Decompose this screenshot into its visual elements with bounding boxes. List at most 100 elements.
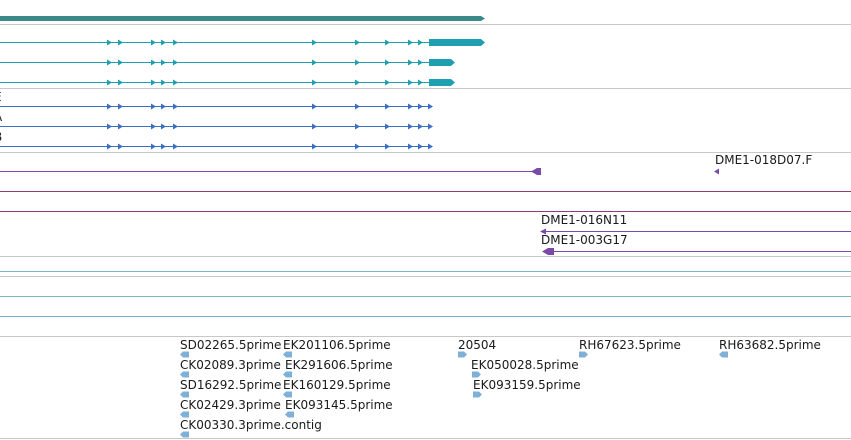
transcript-blue-1-exon[interactable] <box>118 123 123 130</box>
est-label[interactable]: EK291606.5prime <box>285 358 393 372</box>
clone-end-marker[interactable] <box>531 168 541 175</box>
est-glyph[interactable] <box>180 431 189 438</box>
transcript-2-exon[interactable] <box>161 59 166 66</box>
gene-span-bar[interactable] <box>0 16 485 21</box>
transcript-1-exon[interactable] <box>118 39 123 46</box>
transcript-3-exon[interactable] <box>312 79 317 86</box>
transcript-blue-2-exon[interactable] <box>107 143 112 150</box>
transcript-exon[interactable] <box>428 123 433 130</box>
est-label[interactable]: CK02089.3prime <box>180 358 281 372</box>
est-label[interactable]: SD16292.5prime <box>180 378 282 392</box>
transcript-2-exon[interactable] <box>385 59 390 66</box>
transcript-2-exon[interactable] <box>107 59 112 66</box>
transcript-3-exon[interactable] <box>173 79 178 86</box>
est-label[interactable]: 20504 <box>458 338 497 352</box>
est-glyph[interactable] <box>180 351 189 358</box>
transcript-exon[interactable] <box>418 103 423 110</box>
est-glyph[interactable] <box>283 351 292 358</box>
transcript-blue-0-exon[interactable] <box>173 103 178 110</box>
transcript-blue-0-exon[interactable] <box>151 103 156 110</box>
clone-label-dme1-018d07f[interactable]: DME1-018D07.F <box>715 153 813 167</box>
transcript-blue-1-exon[interactable] <box>173 123 178 130</box>
transcript-exon[interactable] <box>428 143 433 150</box>
transcript-blue-2-exon[interactable] <box>385 143 390 150</box>
est-label[interactable]: EK093159.5prime <box>473 378 581 392</box>
transcript-utr[interactable] <box>429 59 455 66</box>
transcript-2-exon[interactable] <box>173 59 178 66</box>
transcript-exon[interactable] <box>418 143 423 150</box>
est-label[interactable]: EK160129.5prime <box>283 378 391 392</box>
transcript-exon[interactable] <box>428 103 433 110</box>
transcript-blue-0-exon[interactable] <box>161 103 166 110</box>
est-label[interactable]: RH67623.5prime <box>579 338 681 352</box>
est-glyph[interactable] <box>579 351 588 358</box>
transcript-blue-0-exon[interactable] <box>312 103 317 110</box>
transcript-3-exon[interactable] <box>151 79 156 86</box>
transcript-blue-0-exon[interactable] <box>355 103 360 110</box>
transcript-3-exon[interactable] <box>118 79 123 86</box>
clone-label-dme1-003g17[interactable]: DME1-003G17 <box>541 233 628 247</box>
est-glyph[interactable] <box>180 391 189 398</box>
transcript-blue-0-exon[interactable] <box>408 103 413 110</box>
transcript-exon[interactable] <box>418 123 423 130</box>
transcript-exon[interactable] <box>418 39 423 46</box>
transcript-blue-0-exon[interactable] <box>385 103 390 110</box>
transcript-exon[interactable] <box>418 59 423 66</box>
est-glyph[interactable] <box>180 411 189 418</box>
transcript-1-exon[interactable] <box>151 39 156 46</box>
transcript-3-exon[interactable] <box>355 79 360 86</box>
transcript-blue-2-exon[interactable] <box>151 143 156 150</box>
est-label[interactable]: CK02429.3prime <box>180 398 281 412</box>
transcript-blue-1-exon[interactable] <box>151 123 156 130</box>
transcript-blue-1-exon[interactable] <box>408 123 413 130</box>
transcript-blue-2-exon[interactable] <box>408 143 413 150</box>
transcript-blue-2-exon[interactable] <box>312 143 317 150</box>
transcript-utr[interactable] <box>429 39 485 46</box>
est-label[interactable]: EK201106.5prime <box>283 338 391 352</box>
est-label[interactable]: EK050028.5prime <box>471 358 579 372</box>
transcript-3-exon[interactable] <box>161 79 166 86</box>
transcript-blue-1-exon[interactable] <box>107 123 112 130</box>
transcript-blue-0-exon[interactable] <box>107 103 112 110</box>
transcript-1-exon[interactable] <box>107 39 112 46</box>
transcript-1-exon[interactable] <box>408 39 413 46</box>
transcript-label-e[interactable]: E <box>0 90 2 104</box>
clone-end-marker[interactable] <box>542 248 554 255</box>
transcript-blue-1-exon[interactable] <box>161 123 166 130</box>
transcript-label-b[interactable]: B <box>0 130 2 144</box>
transcript-blue-2-exon[interactable] <box>173 143 178 150</box>
transcript-blue-1-exon[interactable] <box>385 123 390 130</box>
transcript-2-exon[interactable] <box>151 59 156 66</box>
est-glyph[interactable] <box>283 371 292 378</box>
transcript-blue-2-exon[interactable] <box>355 143 360 150</box>
transcript-3-exon[interactable] <box>385 79 390 86</box>
est-glyph[interactable] <box>719 351 728 358</box>
transcript-blue-2-exon[interactable] <box>118 143 123 150</box>
transcript-1-exon[interactable] <box>161 39 166 46</box>
transcript-2-exon[interactable] <box>312 59 317 66</box>
transcript-1-exon[interactable] <box>312 39 317 46</box>
transcript-1-exon[interactable] <box>355 39 360 46</box>
est-label[interactable]: RH63682.5prime <box>719 338 821 352</box>
transcript-2-exon[interactable] <box>355 59 360 66</box>
transcript-3-exon[interactable] <box>107 79 112 86</box>
clone-arrow[interactable] <box>714 168 719 175</box>
est-label[interactable]: SD02265.5prime <box>180 338 282 352</box>
transcript-blue-1-exon[interactable] <box>355 123 360 130</box>
transcript-2-exon[interactable] <box>118 59 123 66</box>
est-glyph[interactable] <box>458 351 467 358</box>
transcript-blue-2-exon[interactable] <box>161 143 166 150</box>
transcript-utr[interactable] <box>429 79 455 86</box>
est-label[interactable]: EK093145.5prime <box>285 398 393 412</box>
est-glyph[interactable] <box>473 391 482 398</box>
clone-label-dme1-016n11[interactable]: DME1-016N11 <box>541 213 628 227</box>
clone-arrow[interactable] <box>540 228 546 235</box>
transcript-blue-1-exon[interactable] <box>312 123 317 130</box>
est-glyph[interactable] <box>472 371 481 378</box>
transcript-exon[interactable] <box>418 79 423 86</box>
transcript-2-exon[interactable] <box>408 59 413 66</box>
transcript-blue-0-exon[interactable] <box>118 103 123 110</box>
est-label[interactable]: CK00330.3prime.contig <box>180 418 322 432</box>
est-glyph[interactable] <box>180 371 189 378</box>
transcript-1-exon[interactable] <box>173 39 178 46</box>
